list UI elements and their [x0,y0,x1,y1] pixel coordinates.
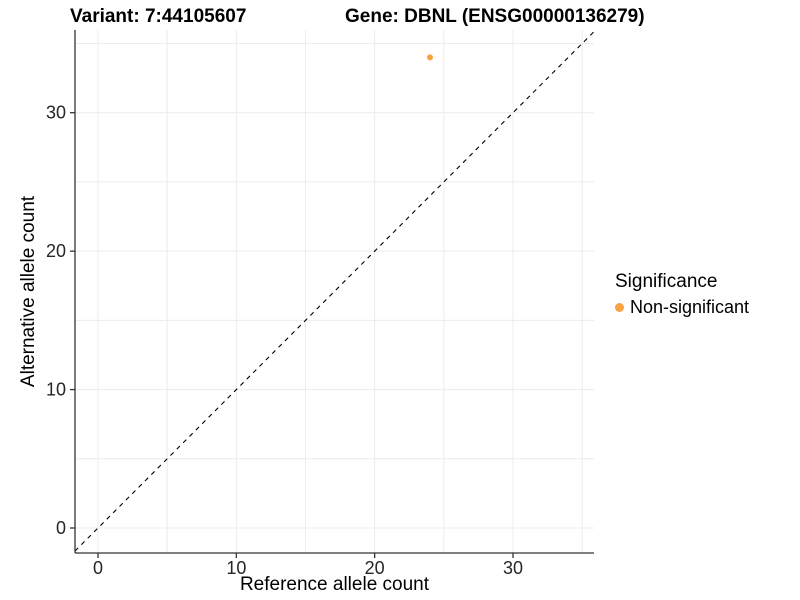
legend-title: Significance [615,271,718,292]
gene-title: Gene: DBNL (ENSG00000136279) [345,6,645,27]
x-tick-label: 30 [503,558,523,578]
y-tick-label: 10 [46,380,66,400]
x-axis-title: Reference allele count [240,574,430,595]
x-tick-label: 10 [226,558,246,578]
identity-dashed-line [74,31,595,552]
legend-item-non-significant: Non-significant [615,297,749,318]
y-tick-label: 30 [46,103,66,123]
legend-item-label: Non-significant [630,297,750,317]
x-tick-label: 0 [93,558,103,578]
data-point [426,54,433,61]
y-tick-label: 0 [56,518,66,538]
x-tick-label: 20 [365,558,385,578]
y-tick-label: 20 [46,241,66,261]
legend-point-icon [615,303,624,312]
legend: Significance Non-significant [615,271,749,318]
variant-title: Variant: 7:44105607 [70,6,247,27]
y-axis-title: Alternative allele count [18,195,39,387]
